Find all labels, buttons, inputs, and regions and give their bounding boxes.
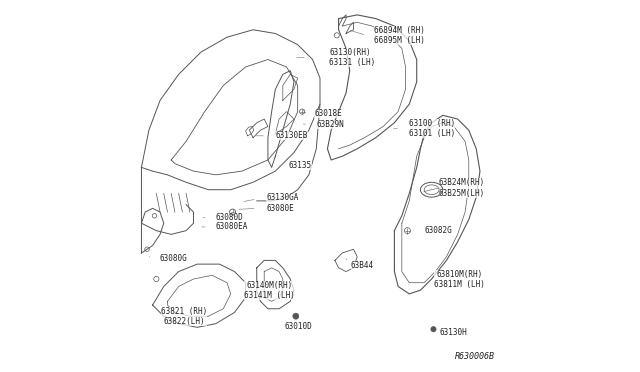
Text: 63810M(RH)
63811M (LH): 63810M(RH) 63811M (LH): [434, 270, 485, 289]
Text: 63010D: 63010D: [285, 322, 312, 331]
Text: 63130EB: 63130EB: [275, 131, 308, 140]
Text: 66894M (RH)
66895M (LH): 66894M (RH) 66895M (LH): [374, 26, 425, 45]
Text: 63080EA: 63080EA: [215, 222, 248, 231]
Text: 63080E: 63080E: [266, 204, 294, 213]
Text: 63100 (RH)
63101 (LH): 63100 (RH) 63101 (LH): [408, 119, 455, 138]
Text: 63B24M(RH)
63B25M(LH): 63B24M(RH) 63B25M(LH): [438, 178, 484, 198]
Text: 63135: 63135: [289, 161, 312, 170]
Text: 63018E: 63018E: [314, 109, 342, 118]
Text: 63B44: 63B44: [351, 262, 374, 270]
Text: 63130(RH)
63131 (LH): 63130(RH) 63131 (LH): [330, 48, 376, 67]
Text: 63080G: 63080G: [159, 254, 187, 263]
Text: 63140M(RH)
63141M (LH): 63140M(RH) 63141M (LH): [244, 281, 295, 300]
Text: 63821 (RH)
63822(LH): 63821 (RH) 63822(LH): [161, 307, 207, 326]
Text: R630006B: R630006B: [455, 352, 495, 361]
Text: 63130H: 63130H: [439, 328, 467, 337]
Circle shape: [431, 327, 436, 332]
Text: 63130GA: 63130GA: [266, 193, 298, 202]
Text: 63080D: 63080D: [215, 213, 243, 222]
Text: 63B29N: 63B29N: [316, 120, 344, 129]
Circle shape: [293, 313, 299, 319]
Text: 63082G: 63082G: [424, 226, 452, 235]
